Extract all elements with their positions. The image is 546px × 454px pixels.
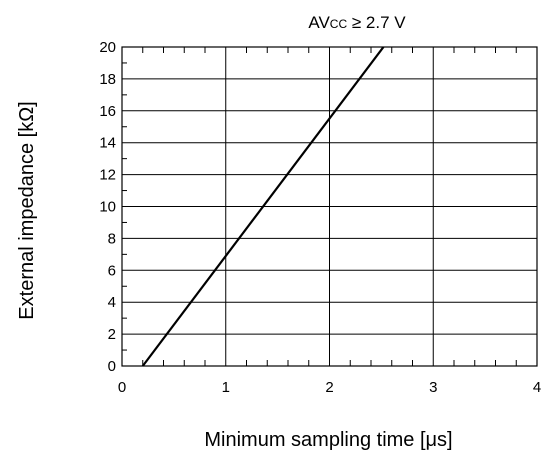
annotation-rest: ≥ 2.7 V — [347, 13, 406, 32]
annotation-subscript: CC — [330, 17, 348, 31]
x-axis-label: Minimum sampling time [μs] — [204, 429, 452, 451]
y-tick-label: 6 — [108, 262, 116, 279]
y-tick-labels: 0 2 4 6 8 10 12 14 16 18 20 — [99, 39, 116, 375]
grid-layer — [122, 47, 537, 366]
y-tick-label: 2 — [108, 326, 116, 343]
y-tick-label: 14 — [99, 135, 116, 152]
tick-marks — [122, 47, 517, 366]
y-axis-label: External impedance [kΩ] — [16, 101, 38, 319]
series-line — [141, 46, 385, 367]
y-tick-label: 4 — [108, 294, 116, 311]
x-tick-label: 3 — [429, 379, 437, 396]
y-tick-label: 0 — [108, 358, 116, 375]
series-layer — [141, 46, 385, 367]
x-tick-label: 1 — [222, 379, 230, 396]
y-tick-label: 18 — [99, 71, 116, 88]
x-tick-labels: 0 1 2 3 4 — [118, 379, 541, 396]
y-tick-label: 10 — [99, 199, 116, 216]
x-tick-label: 4 — [533, 379, 541, 396]
x-tick-label: 0 — [118, 379, 126, 396]
annotation-main: AV — [308, 13, 330, 32]
plot-frame — [121, 46, 538, 367]
y-tick-label: 20 — [99, 39, 116, 56]
y-tick-label: 16 — [99, 103, 116, 120]
y-tick-label: 12 — [99, 167, 116, 184]
y-tick-label: 8 — [108, 230, 116, 247]
x-tick-label: 2 — [325, 379, 333, 396]
condition-annotation: AVCC ≥ 2.7 V — [308, 13, 406, 32]
